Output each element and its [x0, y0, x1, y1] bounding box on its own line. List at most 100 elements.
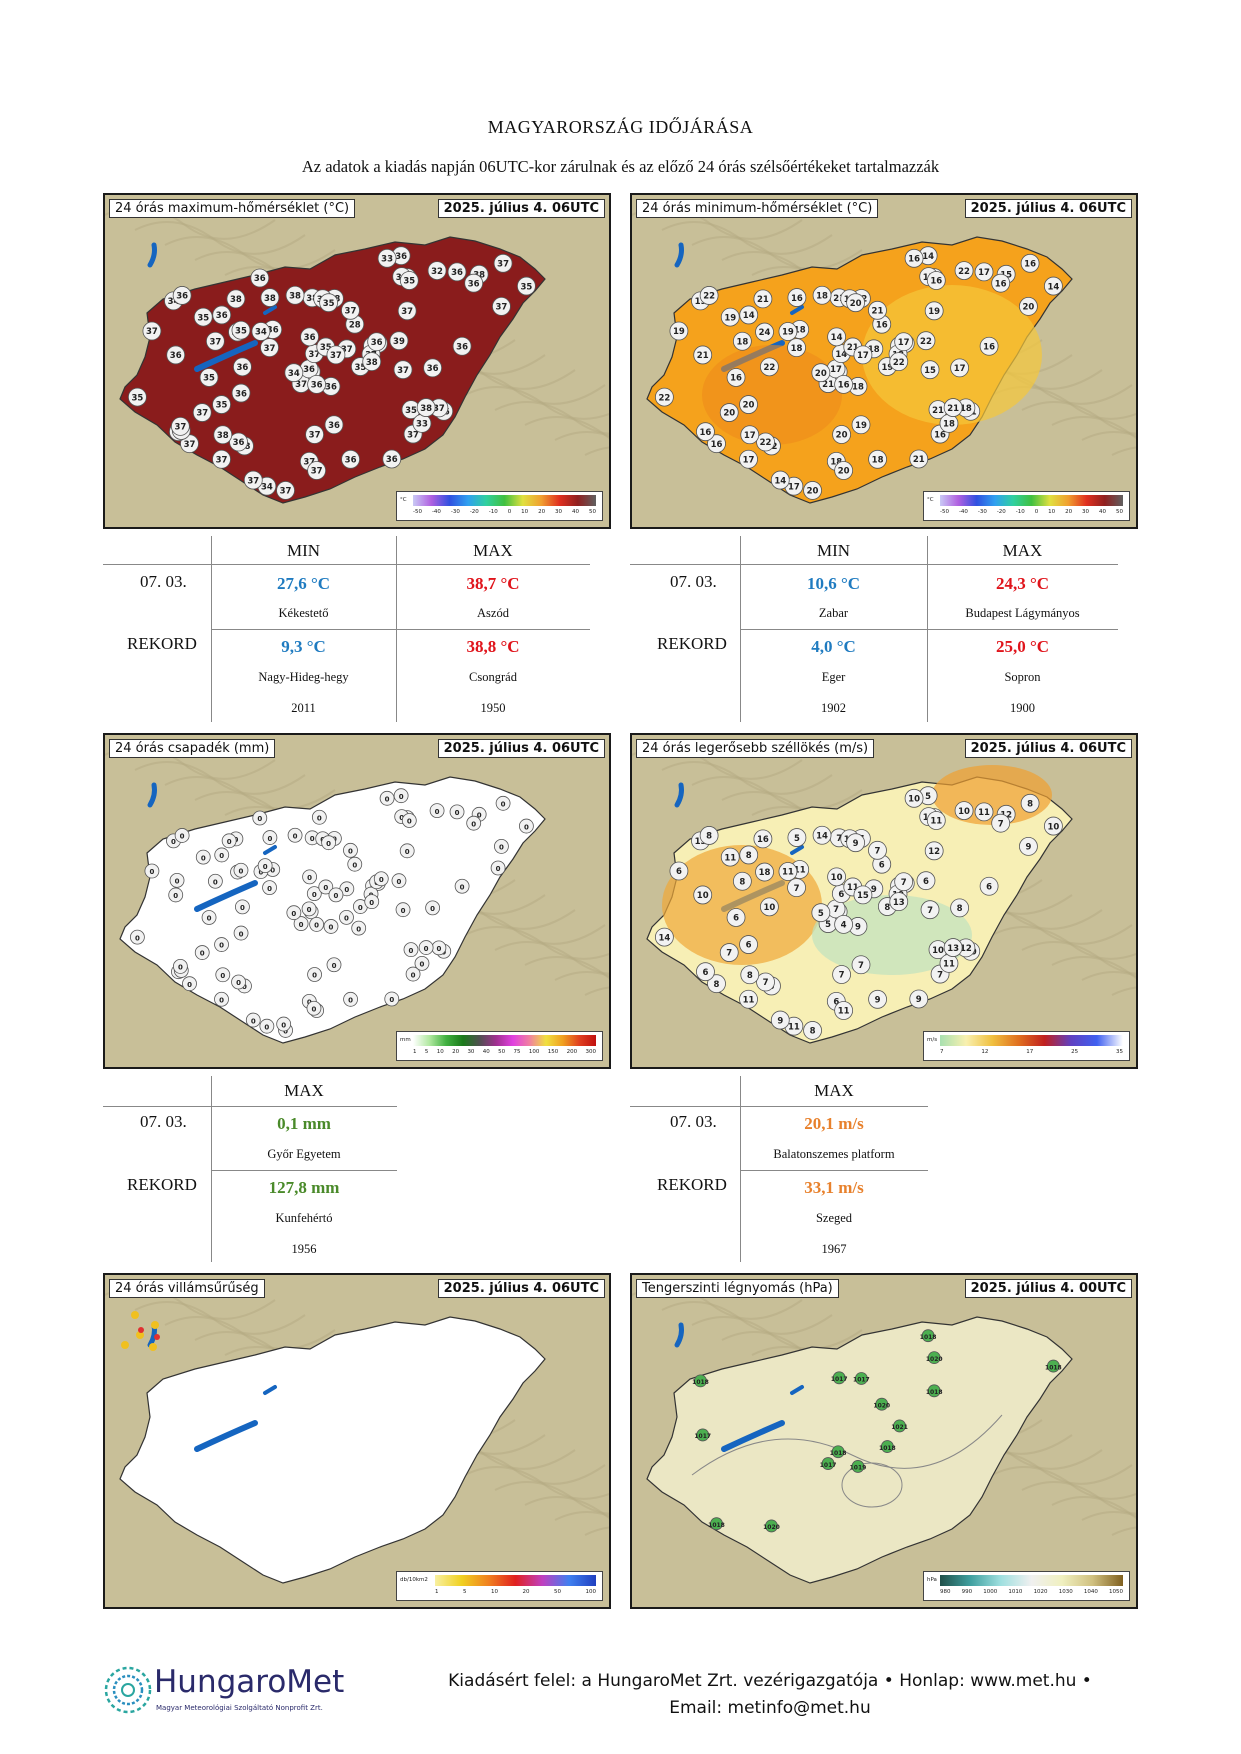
- station-marker: 36: [229, 432, 248, 452]
- svg-text:0: 0: [424, 945, 429, 953]
- station-marker: 35: [319, 293, 339, 313]
- legend-tick: 5: [424, 1049, 429, 1055]
- svg-text:35: 35: [323, 299, 335, 309]
- legend-tick: 990: [961, 1589, 973, 1595]
- svg-text:33: 33: [416, 420, 428, 430]
- svg-text:0: 0: [501, 801, 506, 809]
- svg-text:34: 34: [288, 369, 300, 379]
- svg-text:36: 36: [267, 326, 279, 336]
- station-marker: 0: [214, 991, 229, 1007]
- max-value: 24,3 °C: [995, 574, 1050, 593]
- station-marker: 16: [979, 336, 999, 356]
- legend-tick: 1010: [1008, 1589, 1023, 1595]
- station-marker: 33: [412, 413, 432, 433]
- svg-text:36: 36: [386, 455, 398, 465]
- svg-text:5: 5: [794, 834, 800, 844]
- map-date: 2025. július 4. 06UTC: [437, 1279, 605, 1298]
- station-marker: 18: [868, 449, 887, 469]
- legend-tick: 12: [981, 1049, 989, 1055]
- svg-text:0: 0: [135, 934, 140, 942]
- station-marker: 0: [403, 942, 419, 958]
- station-marker: 24: [755, 322, 774, 342]
- svg-text:0: 0: [397, 878, 402, 886]
- legend-tick: 40: [572, 509, 579, 515]
- max-location: Balatonszemes platform: [773, 1147, 895, 1161]
- svg-text:14: 14: [743, 311, 755, 321]
- hungaromet-logo[interactable]: HungaroMet Magyar Meteorológiai Szolgált…: [100, 1660, 360, 1725]
- station-marker: 9: [770, 1010, 790, 1030]
- svg-text:0: 0: [420, 961, 425, 969]
- map-title: 24 órás csapadék (mm): [109, 739, 276, 758]
- svg-text:34: 34: [261, 482, 273, 492]
- svg-text:36: 36: [325, 383, 337, 393]
- svg-text:6: 6: [986, 882, 992, 892]
- station-marker: 7: [920, 900, 940, 920]
- station-marker: 1018: [879, 1440, 896, 1453]
- svg-text:0: 0: [310, 835, 315, 843]
- legend-tick: 980: [940, 1589, 951, 1595]
- station-marker: 0: [172, 959, 188, 974]
- svg-text:1020: 1020: [926, 1356, 943, 1363]
- svg-text:0: 0: [239, 930, 244, 938]
- svg-text:1017: 1017: [694, 1433, 711, 1440]
- station-marker: 1020: [873, 1397, 890, 1411]
- svg-text:9: 9: [855, 923, 861, 933]
- legend-ticks: 1 5 10 20 30 40 50 75 100 150 200 300: [413, 1049, 596, 1055]
- station-marker: 36: [307, 375, 327, 394]
- station-marker: 16: [707, 434, 726, 454]
- svg-text:22: 22: [893, 358, 905, 368]
- station-marker: 0: [207, 873, 223, 889]
- legend-tick: -30: [450, 509, 460, 515]
- station-marker: 7: [851, 955, 871, 975]
- record-value: 33,1 m/s: [804, 1178, 864, 1197]
- svg-text:0: 0: [213, 878, 218, 886]
- map-title: 24 órás legerősebb széllökés (m/s): [636, 739, 875, 758]
- svg-text:8: 8: [747, 971, 753, 981]
- record-min-year: 1902: [821, 701, 846, 715]
- svg-text:15: 15: [1000, 271, 1012, 281]
- legend-tick: 20: [452, 1049, 460, 1055]
- svg-text:10: 10: [958, 807, 970, 817]
- svg-text:21: 21: [947, 404, 959, 414]
- svg-text:16: 16: [983, 342, 995, 352]
- svg-text:20: 20: [1023, 303, 1035, 313]
- svg-text:0: 0: [411, 971, 416, 979]
- map-legend: mm 1 5 10 20 30 40 50 75 100 150 200 300: [396, 1031, 603, 1061]
- legend-tick: 1: [413, 1049, 417, 1055]
- station-marker: 1018: [920, 1329, 936, 1343]
- svg-text:18: 18: [868, 345, 880, 355]
- svg-text:0: 0: [201, 854, 206, 862]
- map-date: 2025. július 4. 00UTC: [964, 1279, 1132, 1298]
- svg-text:16: 16: [791, 294, 803, 304]
- svg-text:28: 28: [349, 320, 361, 330]
- svg-text:36: 36: [468, 279, 480, 289]
- station-marker: 21: [693, 345, 713, 365]
- station-marker: 35: [199, 368, 219, 387]
- svg-text:0: 0: [312, 972, 317, 980]
- station-marker: 9: [846, 833, 866, 853]
- legend-tick: 10: [521, 509, 529, 515]
- station-marker: 38: [285, 285, 305, 305]
- logo-swirl-icon: [104, 1666, 152, 1714]
- svg-text:17: 17: [978, 268, 990, 278]
- svg-text:37: 37: [330, 351, 342, 361]
- svg-text:0: 0: [207, 915, 212, 923]
- legend-tick: -10: [488, 509, 498, 515]
- svg-text:0: 0: [307, 874, 312, 882]
- legend-tick: 10: [436, 1049, 444, 1055]
- station-marker: 22: [916, 331, 936, 351]
- svg-text:0: 0: [257, 815, 262, 823]
- map-date: 2025. július 4. 06UTC: [964, 199, 1132, 218]
- svg-text:20: 20: [850, 299, 862, 309]
- svg-text:22: 22: [763, 363, 775, 373]
- legend-ticks: -50 -40 -30 -20 -10 0 10 20 30 40 50: [940, 509, 1123, 515]
- row-date: 07. 03.: [140, 572, 187, 591]
- svg-text:24: 24: [759, 328, 771, 338]
- record-location: Kunfehértó: [275, 1211, 333, 1225]
- svg-text:14: 14: [835, 350, 847, 360]
- svg-text:0: 0: [471, 820, 476, 828]
- svg-text:36: 36: [233, 438, 245, 448]
- station-marker: 37: [243, 470, 263, 490]
- svg-text:16: 16: [838, 381, 850, 391]
- svg-text:16: 16: [757, 835, 769, 845]
